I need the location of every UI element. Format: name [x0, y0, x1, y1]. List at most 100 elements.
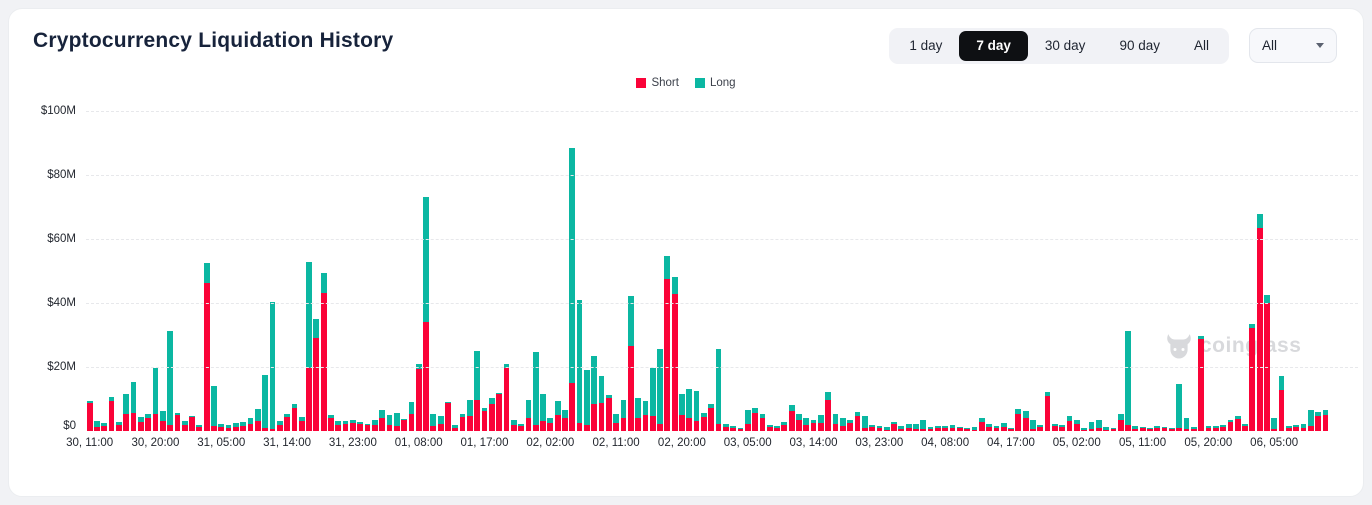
bar[interactable] — [1015, 111, 1022, 431]
bar[interactable] — [956, 111, 963, 431]
bar[interactable] — [444, 111, 451, 431]
bar[interactable] — [751, 111, 758, 431]
bar[interactable] — [181, 111, 188, 431]
range-button-1-day[interactable]: 1 day — [892, 31, 959, 61]
bar[interactable] — [1271, 111, 1278, 431]
bar[interactable] — [1241, 111, 1248, 431]
bar[interactable] — [342, 111, 349, 431]
bar[interactable] — [115, 111, 122, 431]
bar[interactable] — [291, 111, 298, 431]
bar[interactable] — [1102, 111, 1109, 431]
bar[interactable] — [642, 111, 649, 431]
legend-item-long[interactable]: Long — [694, 77, 736, 89]
bar[interactable] — [1110, 111, 1117, 431]
bar[interactable] — [349, 111, 356, 431]
bar[interactable] — [371, 111, 378, 431]
bar[interactable] — [1307, 111, 1314, 431]
bar[interactable] — [759, 111, 766, 431]
bar[interactable] — [847, 111, 854, 431]
bar[interactable] — [678, 111, 685, 431]
bar[interactable] — [1227, 111, 1234, 431]
bar[interactable] — [93, 111, 100, 431]
bar[interactable] — [232, 111, 239, 431]
bar[interactable] — [1263, 111, 1270, 431]
bar[interactable] — [605, 111, 612, 431]
bar[interactable] — [532, 111, 539, 431]
bar[interactable] — [1300, 111, 1307, 431]
bar[interactable] — [225, 111, 232, 431]
bar[interactable] — [218, 111, 225, 431]
bar[interactable] — [1315, 111, 1322, 431]
bar[interactable] — [985, 111, 992, 431]
bar[interactable] — [101, 111, 108, 431]
bar[interactable] — [686, 111, 693, 431]
bar[interactable] — [1051, 111, 1058, 431]
bar[interactable] — [539, 111, 546, 431]
bar[interactable] — [1161, 111, 1168, 431]
bar[interactable] — [247, 111, 254, 431]
bar[interactable] — [1117, 111, 1124, 431]
bar[interactable] — [722, 111, 729, 431]
bar[interactable] — [1059, 111, 1066, 431]
bar[interactable] — [262, 111, 269, 431]
bar[interactable] — [890, 111, 897, 431]
bar[interactable] — [591, 111, 598, 431]
bar[interactable] — [569, 111, 576, 431]
bar[interactable] — [400, 111, 407, 431]
bar[interactable] — [1044, 111, 1051, 431]
bar[interactable] — [1293, 111, 1300, 431]
bar[interactable] — [656, 111, 663, 431]
range-button-7-day[interactable]: 7 day — [959, 31, 1028, 61]
bar[interactable] — [166, 111, 173, 431]
bar[interactable] — [795, 111, 802, 431]
bar[interactable] — [942, 111, 949, 431]
bar[interactable] — [1322, 111, 1329, 431]
bar[interactable] — [715, 111, 722, 431]
bar[interactable] — [196, 111, 203, 431]
bar[interactable] — [700, 111, 707, 431]
bar[interactable] — [408, 111, 415, 431]
bar[interactable] — [415, 111, 422, 431]
bar[interactable] — [1190, 111, 1197, 431]
bar[interactable] — [744, 111, 751, 431]
bar[interactable] — [993, 111, 1000, 431]
bar[interactable] — [554, 111, 561, 431]
bar[interactable] — [810, 111, 817, 431]
bar[interactable] — [503, 111, 510, 431]
bar[interactable] — [357, 111, 364, 431]
bar[interactable] — [488, 111, 495, 431]
bar[interactable] — [474, 111, 481, 431]
bar[interactable] — [671, 111, 678, 431]
bar[interactable] — [861, 111, 868, 431]
bar[interactable] — [305, 111, 312, 431]
bar[interactable] — [1146, 111, 1153, 431]
bar[interactable] — [283, 111, 290, 431]
bar[interactable] — [1029, 111, 1036, 431]
bar[interactable] — [898, 111, 905, 431]
bar[interactable] — [737, 111, 744, 431]
bar[interactable] — [430, 111, 437, 431]
bar[interactable] — [313, 111, 320, 431]
bar[interactable] — [327, 111, 334, 431]
range-button-30-day[interactable]: 30 day — [1028, 31, 1103, 61]
bar[interactable] — [934, 111, 941, 431]
bar[interactable] — [320, 111, 327, 431]
bar[interactable] — [298, 111, 305, 431]
bar[interactable] — [1219, 111, 1226, 431]
range-button-all[interactable]: All — [1177, 31, 1226, 61]
bar[interactable] — [510, 111, 517, 431]
bar[interactable] — [627, 111, 634, 431]
bar[interactable] — [730, 111, 737, 431]
bar[interactable] — [927, 111, 934, 431]
bar[interactable] — [1212, 111, 1219, 431]
bar[interactable] — [576, 111, 583, 431]
bar[interactable] — [1205, 111, 1212, 431]
bar[interactable] — [883, 111, 890, 431]
bar[interactable] — [1124, 111, 1131, 431]
bar[interactable] — [1256, 111, 1263, 431]
bar[interactable] — [634, 111, 641, 431]
bar[interactable] — [108, 111, 115, 431]
bar[interactable] — [1037, 111, 1044, 431]
bar[interactable] — [803, 111, 810, 431]
bar[interactable] — [1168, 111, 1175, 431]
